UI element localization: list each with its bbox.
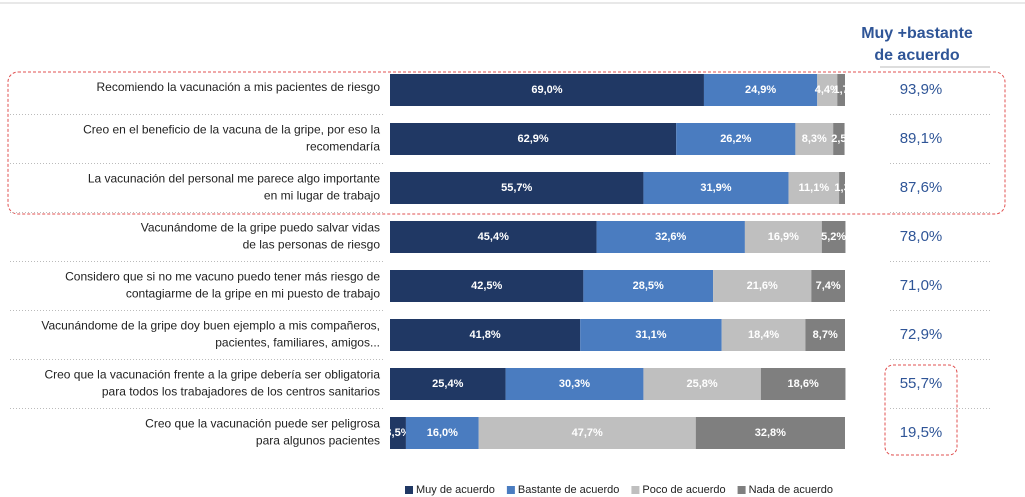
bar-segment: [839, 172, 845, 204]
value-label: 45,4%: [478, 231, 509, 243]
value-label: 26,2%: [720, 133, 751, 145]
highlight-box: [884, 364, 958, 456]
value-label: 8,7%: [813, 329, 838, 341]
total-label: 89,1%: [900, 130, 943, 147]
total-label: 72,9%: [900, 326, 943, 343]
value-label: 21,6%: [747, 280, 778, 292]
bar-segment: [821, 221, 846, 253]
bar-segment: [478, 417, 696, 449]
value-label: 31,9%: [700, 182, 731, 194]
total-label: 87,6%: [900, 179, 943, 196]
legend-swatch: [405, 486, 413, 494]
category-label: en mi lugar de trabajo: [264, 189, 380, 203]
bar-segment: [721, 319, 806, 351]
value-label: 5,2%: [821, 231, 846, 243]
value-label: 47,7%: [572, 427, 603, 439]
totals-title: de acuerdo: [874, 47, 960, 64]
bar-segment: [596, 221, 745, 253]
value-label: 16,9%: [768, 231, 799, 243]
bar-segment: [390, 417, 406, 449]
value-label: 18,4%: [748, 329, 779, 341]
value-label: 30,3%: [559, 378, 590, 390]
category-label: Vacunándome de la gripe puedo salvar vid…: [141, 221, 380, 235]
legend-swatch: [506, 486, 515, 494]
bar-segment: [713, 270, 812, 302]
value-label: 32,6%: [655, 231, 686, 243]
value-label: 2,5: [831, 133, 846, 145]
category-label: recomendaría: [306, 140, 380, 154]
bar-segment: [583, 270, 714, 302]
category-label: Creo en el beneficio de la vacuna de la …: [83, 123, 380, 137]
legend-swatch: [737, 486, 746, 494]
category-label: para algunos pacientes: [256, 434, 380, 448]
value-label: 7,4%: [816, 280, 841, 292]
bar-segment: [811, 270, 845, 302]
bar-segment: [788, 172, 840, 204]
legend-label: Poco de acuerdo: [642, 484, 725, 496]
bar-segment: [580, 319, 722, 351]
legend-swatch: [631, 486, 640, 494]
category-label: de las personas de riesgo: [243, 238, 381, 252]
category-label: para todos los trabajadores de los centr…: [102, 385, 380, 399]
bar-segment: [744, 221, 822, 253]
value-label: 11,1%: [799, 182, 830, 194]
bar-segment: [405, 417, 479, 449]
value-label: 8,3%: [802, 133, 827, 145]
legend-label: Nada de acuerdo: [749, 484, 833, 496]
category-label: La vacunación del personal me parece alg…: [88, 172, 381, 186]
bar-segment: [760, 368, 846, 400]
bar-segment: [695, 417, 845, 449]
value-label: 16,0%: [427, 427, 458, 439]
bar-segment: [390, 319, 581, 351]
value-label: 1,3: [834, 182, 849, 194]
category-label: Considero que si no me vacuno puedo tene…: [65, 270, 380, 284]
category-label: pacientes, familiares, amigos...: [215, 336, 380, 350]
category-label: Recomiendo la vacunación a mis pacientes…: [97, 80, 381, 94]
value-label: 4,4%: [815, 84, 840, 96]
value-label: 28,5%: [633, 280, 664, 292]
bar-segment: [390, 368, 506, 400]
value-label: 55,7%: [501, 182, 532, 194]
total-label: 78,0%: [900, 228, 943, 245]
bar-segment: [833, 123, 845, 155]
category-label: Vacunándome de la gripe doy buen ejemplo…: [41, 319, 380, 333]
value-label: 31,1%: [635, 329, 666, 341]
bar-segment: [676, 123, 796, 155]
bar-segment: [505, 368, 644, 400]
value-label: 3,5%: [385, 427, 410, 439]
value-label: 69,0%: [531, 84, 562, 96]
bar-segment: [390, 74, 704, 106]
total-label: 55,7%: [900, 375, 943, 392]
total-label: 19,5%: [900, 424, 943, 441]
category-label: contagiarme de la gripe en mi puesto de …: [126, 287, 380, 301]
total-label: 93,9%: [900, 81, 943, 98]
bar-segment: [390, 221, 597, 253]
value-label: 1,7: [833, 84, 848, 96]
bar-segment: [643, 368, 761, 400]
value-label: 18,6%: [788, 378, 819, 390]
value-label: 41,8%: [469, 329, 500, 341]
bar-segment: [805, 319, 845, 351]
bar-segment: [390, 270, 584, 302]
value-label: 62,9%: [517, 133, 548, 145]
bar-segment: [390, 123, 677, 155]
category-label: Creo que la vacunación puede ser peligro…: [145, 417, 380, 431]
bar-segment: [817, 74, 838, 106]
total-label: 71,0%: [900, 277, 943, 294]
value-label: 42,5%: [471, 280, 502, 292]
value-label: 25,4%: [432, 378, 463, 390]
legend-label: Muy de acuerdo: [416, 484, 495, 496]
bar-segment: [795, 123, 834, 155]
bar-segment: [703, 74, 818, 106]
bar-segment: [837, 74, 845, 106]
category-label: Creo que la vacunación frente a la gripe…: [44, 368, 380, 382]
value-label: 24,9%: [745, 84, 776, 96]
value-label: 25,8%: [687, 378, 718, 390]
bar-segment: [643, 172, 789, 204]
bar-segment: [390, 172, 644, 204]
legend-label: Bastante de acuerdo: [518, 484, 620, 496]
value-label: 32,8%: [755, 427, 786, 439]
totals-title: Muy +bastante: [861, 25, 973, 42]
